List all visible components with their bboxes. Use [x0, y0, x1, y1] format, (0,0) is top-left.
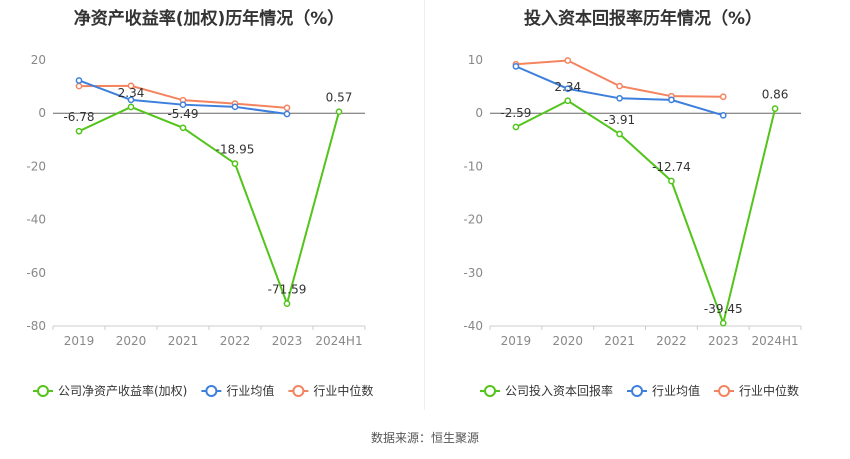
data-point-roe-0-4 [283, 300, 291, 307]
data-point-roic-1-4 [719, 111, 727, 119]
data-point-roic-0-5 [771, 105, 779, 112]
data-point-roe-2-1 [127, 82, 135, 90]
legend-marker-roe-1 [205, 385, 218, 397]
data-label-roic-3: -12.74 [652, 160, 691, 174]
legend-marker-roic-2 [718, 385, 731, 397]
data-label-roic-2: -3.91 [604, 113, 635, 127]
chart-title-roic: 投入资本回报率历年情况（%） [523, 9, 763, 29]
data-point-roic-0-1 [564, 97, 572, 105]
y-tick-label-roe-5: -80 [26, 319, 46, 333]
data-label-roe-3: -18.95 [216, 143, 255, 157]
legend-marker-roic-0 [484, 385, 496, 397]
x-tick-label-roe-2: 2021 [168, 334, 199, 348]
data-point-roic-2-1 [564, 57, 572, 64]
data-source-note: 数据来源：恒生聚源 [370, 431, 479, 445]
data-point-roic-1-1 [564, 85, 572, 93]
data-point-roic-2-2 [616, 82, 623, 90]
legend-label-roe-0: 公司净资产收益率(加权) [58, 383, 187, 398]
y-tick-label-roic-5: -40 [463, 319, 483, 333]
legend-marker-roe-0 [37, 385, 49, 397]
legend-marker-roic-1 [631, 385, 644, 397]
x-tick-label-roic-0: 2019 [501, 334, 532, 348]
data-label-roe-5: 0.57 [326, 91, 353, 105]
y-tick-label-roic-4: -30 [463, 266, 483, 280]
data-point-roe-1-2 [179, 101, 187, 109]
x-tick-label-roic-1: 2020 [552, 334, 583, 348]
series-line-roe-0 [78, 105, 340, 307]
series-line-roic-0 [515, 99, 777, 327]
data-point-roe-0-0 [75, 127, 83, 135]
data-label-roic-1: 2.34 [554, 80, 581, 94]
data-point-roe-0-1 [127, 103, 135, 111]
y-tick-label-roe-4: -60 [26, 266, 46, 280]
charts-canvas: 20 0 -20 -40 -60 -80 2019 2020 2021 2022 2023 2024H… [26, 53, 802, 398]
y-tick-label-roic-3: -20 [463, 213, 483, 227]
y-tick-label-roic-0: 10 [468, 53, 483, 67]
data-label-roe-4: -71.59 [268, 283, 307, 297]
x-tick-label-roe-0: 2019 [64, 334, 95, 348]
y-tick-label-roic-2: -10 [463, 159, 483, 173]
data-point-roe-0-2 [179, 124, 187, 132]
data-point-roe-1-1 [127, 96, 135, 104]
x-tick-label-roic-2: 2021 [604, 334, 635, 348]
y-tick-label-roic-1: 0 [475, 106, 483, 120]
x-tick-label-roe-1: 2020 [116, 334, 147, 348]
data-point-roic-0-4 [719, 319, 727, 327]
data-point-roic-2-4 [719, 93, 727, 101]
data-label-roe-0: -6.78 [63, 110, 94, 124]
chart-title-roe: 净资产收益率(加权)历年情况（%） [73, 9, 345, 29]
data-point-roic-0-2 [616, 130, 623, 138]
legend-label-roic-1: 行业均值 [652, 383, 700, 398]
y-tick-label-roe-1: 0 [38, 106, 46, 120]
legend-label-roe-2: 行业中位数 [313, 383, 373, 398]
x-tick-label-roic-4: 2023 [708, 334, 739, 348]
data-point-roe-1-3 [231, 103, 239, 111]
data-label-roe-1: 2.34 [118, 86, 145, 100]
x-tick-label-roe-4: 2023 [272, 334, 303, 348]
data-point-roic-1-3 [668, 96, 675, 104]
x-tick-label-roe-3: 2022 [220, 334, 251, 348]
legend-marker-roe-2 [292, 385, 305, 397]
data-point-roe-2-4 [283, 104, 291, 112]
data-point-roe-1-4 [283, 110, 291, 118]
data-point-roe-2-0 [75, 82, 83, 90]
data-point-roe-0-5 [335, 108, 343, 116]
series-line-roic-2 [515, 59, 724, 98]
x-tick-label-roic-3: 2022 [656, 334, 687, 348]
x-tick-label-roe-5: 2024H1 [315, 334, 362, 348]
legend-label-roe-1: 行业均值 [226, 383, 274, 398]
data-point-roe-0-3 [231, 160, 239, 167]
panel-divider [424, 0, 425, 410]
x-tick-label-roic-5: 2024H1 [751, 334, 798, 348]
data-point-roic-1-0 [512, 63, 520, 70]
data-label-roe-2: -5.49 [167, 107, 198, 121]
legend-label-roic-2: 行业中位数 [739, 383, 799, 398]
series-line-roic-1 [515, 65, 724, 117]
legend-label-roic-0: 公司投入资本回报率 [505, 383, 613, 398]
y-tick-label-roe-2: -20 [26, 159, 46, 173]
data-point-roic-0-0 [512, 123, 520, 131]
y-tick-label-roe-3: -40 [26, 213, 46, 227]
data-label-roic-0: -2.59 [500, 106, 531, 120]
data-label-roic-4: -39.45 [704, 302, 743, 316]
data-point-roic-0-3 [668, 177, 675, 185]
data-point-roic-1-2 [616, 94, 623, 102]
data-label-roic-5: 0.86 [762, 88, 789, 102]
data-point-roe-1-0 [75, 77, 83, 84]
y-tick-label-roe-0: 20 [31, 53, 46, 67]
